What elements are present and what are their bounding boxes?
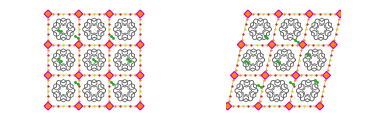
Polygon shape	[276, 12, 281, 16]
Polygon shape	[44, 41, 52, 48]
Polygon shape	[75, 41, 82, 48]
Polygon shape	[292, 72, 300, 79]
Polygon shape	[75, 10, 82, 18]
Polygon shape	[318, 104, 322, 108]
Polygon shape	[75, 102, 82, 110]
Polygon shape	[138, 42, 143, 47]
Polygon shape	[287, 104, 291, 108]
Polygon shape	[285, 102, 293, 110]
Polygon shape	[46, 12, 50, 16]
Polygon shape	[107, 12, 112, 16]
Polygon shape	[336, 10, 344, 18]
Polygon shape	[75, 72, 82, 79]
Polygon shape	[331, 42, 336, 47]
Polygon shape	[107, 42, 112, 47]
Polygon shape	[76, 42, 81, 47]
Polygon shape	[338, 12, 342, 16]
Polygon shape	[244, 10, 252, 18]
Polygon shape	[76, 104, 81, 108]
Polygon shape	[106, 72, 113, 79]
Polygon shape	[106, 41, 113, 48]
Polygon shape	[106, 102, 113, 110]
Polygon shape	[46, 42, 50, 47]
Polygon shape	[136, 102, 144, 110]
Polygon shape	[270, 42, 274, 47]
Polygon shape	[275, 10, 282, 18]
Polygon shape	[44, 102, 52, 110]
Polygon shape	[263, 73, 267, 78]
Polygon shape	[232, 73, 237, 78]
Polygon shape	[107, 104, 112, 108]
Polygon shape	[305, 10, 313, 18]
Polygon shape	[239, 42, 243, 47]
Polygon shape	[330, 41, 337, 48]
Polygon shape	[136, 41, 144, 48]
Polygon shape	[138, 12, 143, 16]
Polygon shape	[294, 73, 298, 78]
Polygon shape	[255, 102, 262, 110]
Polygon shape	[268, 41, 276, 48]
Polygon shape	[246, 12, 250, 16]
Polygon shape	[44, 10, 52, 18]
Polygon shape	[107, 73, 112, 78]
Polygon shape	[46, 104, 50, 108]
Polygon shape	[301, 42, 305, 47]
Polygon shape	[136, 10, 144, 18]
Polygon shape	[261, 72, 269, 79]
Polygon shape	[323, 72, 330, 79]
Polygon shape	[76, 73, 81, 78]
Polygon shape	[224, 102, 231, 110]
Polygon shape	[237, 41, 245, 48]
Polygon shape	[225, 104, 230, 108]
Polygon shape	[299, 41, 307, 48]
Polygon shape	[76, 12, 81, 16]
Polygon shape	[231, 72, 238, 79]
Polygon shape	[256, 104, 261, 108]
Polygon shape	[44, 72, 52, 79]
Polygon shape	[138, 104, 143, 108]
Polygon shape	[46, 73, 50, 78]
Polygon shape	[138, 73, 143, 78]
Polygon shape	[307, 12, 311, 16]
Polygon shape	[316, 102, 324, 110]
Polygon shape	[136, 72, 144, 79]
Polygon shape	[106, 10, 113, 18]
Polygon shape	[324, 73, 329, 78]
